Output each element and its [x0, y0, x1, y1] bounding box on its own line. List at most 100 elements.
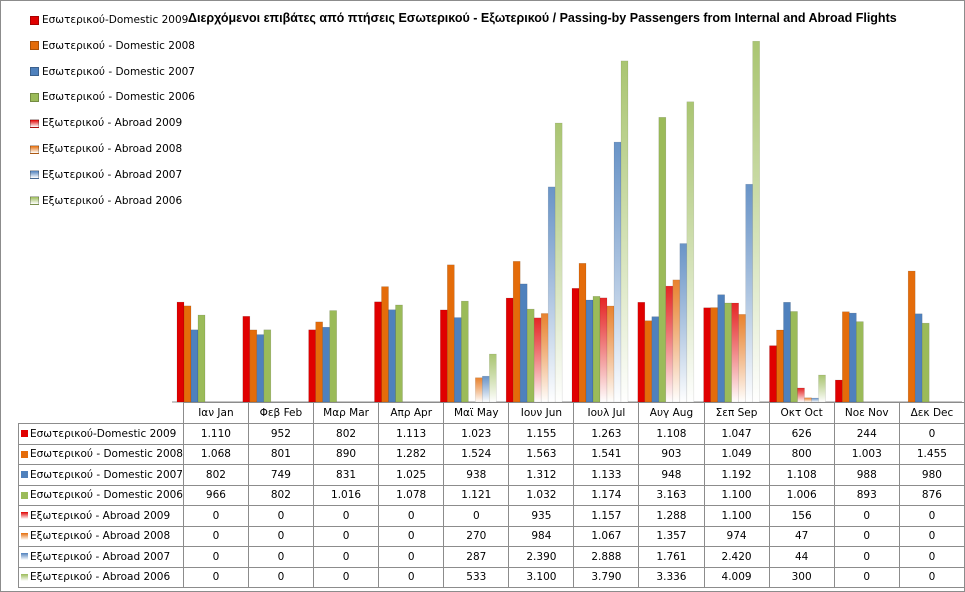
data-label: 3.336	[638, 566, 705, 588]
bar	[249, 329, 258, 403]
data-label: 0	[833, 546, 900, 568]
legend-swatch	[21, 471, 28, 479]
bar	[540, 313, 549, 403]
row-label-text: Εσωτερικού - Domestic 2007	[30, 468, 183, 481]
legend-swatch	[30, 67, 39, 77]
bar	[790, 311, 798, 403]
data-label: 890	[312, 443, 380, 465]
data-label: 1.133	[573, 464, 640, 486]
bar	[395, 304, 403, 403]
legend-swatch	[30, 144, 39, 154]
bar	[505, 297, 514, 403]
data-label: 244	[833, 423, 900, 445]
bar	[686, 101, 695, 403]
bar	[776, 329, 784, 403]
row-label-text: Εσωτερικού - Domestic 2006	[30, 489, 183, 502]
bar	[329, 310, 337, 403]
chart-title: Διερχόμενοι επιβάτες από πτήσεις Εσωτερι…	[188, 11, 897, 25]
data-label: 1.263	[573, 423, 640, 445]
bar	[315, 321, 323, 403]
table-row: Εσωτερικού - Domestic 2008 1.068 801 890 1.2…	[18, 443, 965, 465]
bar	[651, 316, 660, 403]
data-label: 948	[638, 464, 705, 486]
x-tick-label: Σεπ Sep	[703, 402, 770, 424]
data-label: 980	[898, 464, 965, 486]
legend-label: Εσωτερικού - Domestic 2008	[42, 39, 195, 52]
data-label: 0	[898, 546, 965, 568]
data-label: 974	[703, 525, 770, 547]
data-label: 270	[443, 525, 510, 547]
legend-swatch	[21, 532, 28, 540]
data-label: 1.761	[638, 546, 705, 568]
bar	[526, 308, 535, 403]
data-label: 1.110	[182, 423, 249, 445]
data-label: 1.155	[508, 423, 575, 445]
legend-item: Εσωτερικού - Domestic 2008	[30, 39, 195, 53]
data-label: 0	[898, 566, 965, 588]
legend-label: Εσωτερικού-Domestic 2009	[42, 14, 189, 26]
legend-label: Εσωτερικού - Domestic 2006	[42, 91, 195, 104]
data-label: 1.455	[898, 443, 965, 465]
data-label: 0	[247, 525, 314, 547]
data-label: 0	[898, 525, 965, 547]
legend-swatch	[21, 573, 28, 581]
bar	[644, 320, 653, 403]
legend-item: Εξωτερικού - Abroad 2007	[30, 168, 182, 182]
data-label: 1.157	[573, 505, 640, 527]
data-label: 0	[833, 525, 900, 547]
data-label: 3.790	[573, 566, 640, 588]
data-label: 1.068	[182, 443, 249, 465]
bar	[849, 312, 857, 403]
x-tick-label: Μαϊ May	[443, 402, 510, 424]
legend-label: Εξωτερικού - Abroad 2009	[42, 117, 183, 130]
data-label: 287	[443, 546, 510, 568]
data-label: 0	[312, 546, 380, 568]
data-label: 1.121	[443, 484, 510, 506]
legend-label: Εσωτερικού - Domestic 2007	[42, 65, 195, 78]
bar	[797, 387, 805, 403]
data-label: 1.025	[378, 464, 445, 486]
bar	[907, 270, 916, 403]
data-label: 0	[378, 525, 445, 547]
data-label: 1.100	[703, 484, 770, 506]
data-label: 802	[312, 423, 380, 445]
bar	[738, 314, 746, 403]
bar	[724, 302, 732, 403]
bar	[440, 309, 448, 403]
data-label: 1.282	[378, 443, 445, 465]
bar	[256, 334, 265, 403]
bar	[710, 307, 718, 403]
data-label: 3.100	[508, 566, 575, 588]
bar	[547, 186, 556, 403]
data-label: 156	[768, 505, 835, 527]
bar	[665, 285, 674, 403]
data-label: 952	[247, 423, 314, 445]
legend-label: Εξωτερικού - Abroad 2006	[42, 194, 183, 207]
table-row: Εξωτερικού - Abroad 2009 0 0 0 0 0 935 1.157 1.2…	[18, 505, 965, 527]
bar	[703, 307, 711, 403]
data-label: 1.192	[703, 464, 770, 486]
data-label: 0	[247, 566, 314, 588]
x-tick-label: Δεκ Dec	[898, 402, 965, 424]
x-tick-label: Φεβ Feb	[247, 402, 314, 424]
x-tick-label: Ιουν Jun	[508, 402, 575, 424]
bar	[308, 329, 316, 403]
legend-swatch	[21, 491, 28, 499]
data-label: 0	[182, 566, 249, 588]
data-label: 876	[898, 484, 965, 506]
data-label: 1.563	[508, 443, 575, 465]
bar	[447, 264, 455, 403]
bar	[512, 261, 521, 403]
bar	[842, 311, 850, 403]
data-label: 300	[768, 566, 835, 588]
x-tick-label: Οκτ Oct	[768, 402, 835, 424]
data-label: 1.174	[573, 484, 640, 506]
data-label: 0	[443, 505, 510, 527]
data-label: 0	[833, 566, 900, 588]
legend-item: Εξωτερικού - Abroad 2009	[30, 116, 182, 130]
legend-swatch	[30, 170, 39, 180]
legend-item: Εξωτερικού - Abroad 2008	[30, 142, 182, 156]
legend-swatch	[30, 92, 39, 102]
bar	[835, 379, 843, 403]
bar	[731, 302, 739, 403]
